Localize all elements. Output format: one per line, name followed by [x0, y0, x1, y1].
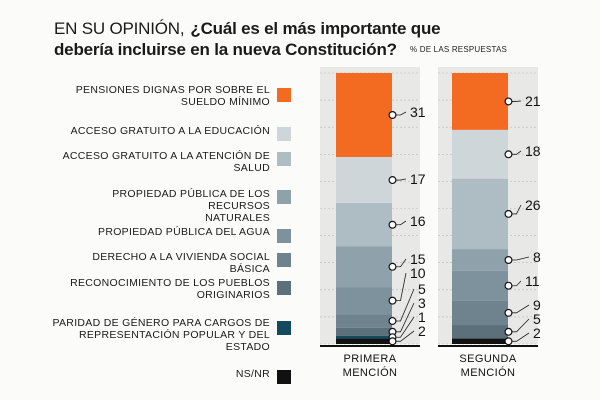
category-label: MENCIÓN [343, 366, 398, 379]
legend-label-line: ACCESO GRATUITO A LA EDUCACIÓN [70, 125, 270, 137]
value-label: 17 [410, 171, 426, 187]
legend-label-line: PARIDAD DE GÉNERO PARA CARGOS DE [52, 317, 270, 329]
label-dot [504, 281, 513, 290]
legend-swatch [277, 152, 291, 166]
value-label: 5 [533, 311, 541, 327]
bar-segment [336, 314, 392, 328]
bar-segment [452, 73, 508, 130]
bar-segment [452, 270, 508, 301]
legend-swatch [277, 88, 291, 102]
value-label: 10 [410, 265, 426, 281]
bar-segment [452, 178, 508, 250]
legend-label: DERECHO A LA VIVIENDA SOCIAL BÁSICA [50, 251, 270, 275]
label-dot [504, 97, 513, 106]
value-label: 9 [533, 297, 541, 313]
value-label: 26 [525, 197, 541, 213]
legend-swatch [277, 229, 291, 243]
bar-segment [452, 300, 508, 326]
legend-label-line: ESTADO [225, 341, 270, 353]
value-label: 21 [525, 93, 541, 109]
value-label: 5 [418, 281, 426, 297]
label-dot [388, 111, 397, 120]
legend-label-line: REPRESENTACIÓN POPULAR Y DEL [78, 329, 270, 341]
legend-swatch [277, 321, 291, 335]
legend-label-line: SUELDO MÍNIMO [180, 96, 270, 108]
value-label: 11 [525, 273, 540, 289]
legend-label-line: NS/NR [235, 368, 270, 380]
bar-segment [336, 335, 392, 339]
value-label: 1 [418, 309, 426, 325]
bar-segment [452, 325, 508, 339]
chart-title: EN SU OPINIÓN, ¿Cuál es el más importante… [54, 18, 484, 60]
label-dot [388, 176, 397, 185]
title-prefix: EN SU OPINIÓN, [54, 19, 185, 38]
legend-label-line: PROPIEDAD PÚBLICA DE LOS RECURSOS [112, 188, 270, 212]
bar-segment [336, 246, 392, 288]
label-dot [504, 308, 513, 317]
value-label: 3 [418, 295, 426, 311]
category-label: PRIMERA [344, 353, 397, 365]
legend-label-line: SALUD [233, 162, 270, 174]
legend-label: ACCESO GRATUITO A LA ATENCIÓN DE SALUD [50, 150, 270, 174]
label-dot [504, 150, 513, 159]
legend-label: PARIDAD DE GÉNERO PARA CARGOS DE REPRESEN… [50, 317, 270, 353]
label-dot [388, 296, 397, 305]
bar-segment [452, 338, 508, 344]
legend-swatch [277, 190, 291, 204]
bar-segment [336, 73, 392, 158]
legend-label-line: PENSIONES DIGNAS POR SOBRE EL [75, 84, 270, 96]
value-label: 18 [525, 143, 541, 159]
value-label: 2 [418, 323, 426, 339]
legend-label: RECONOCIMIENTO DE LOS PUEBLOS ORIGINARIOS [50, 277, 270, 301]
bar-segment [452, 249, 508, 271]
label-dot [388, 337, 397, 346]
axis-unit-label: % DE LAS RESPUESTAS [410, 45, 508, 54]
legend-label-line: PROPIEDAD PÚBLICA DEL AGUA [98, 226, 270, 238]
bar-segment [336, 338, 392, 344]
label-dot [388, 316, 397, 325]
value-label: 8 [533, 249, 541, 265]
value-label: 31 [410, 104, 426, 120]
legend-label-line: RECONOCIMIENTO DE LOS PUEBLOS [70, 277, 270, 289]
category-label: SEGUNDA [459, 353, 516, 365]
value-label: 15 [410, 251, 426, 267]
legend-label-line: ORIGINARIOS [196, 289, 270, 301]
bar-segment [336, 287, 392, 315]
bar-segment [452, 129, 508, 179]
legend-swatch [277, 253, 291, 267]
bar-segment [336, 203, 392, 247]
legend-label: PENSIONES DIGNAS POR SOBRE EL SUELDO MÍNI… [50, 84, 270, 108]
legend-label: ACCESO GRATUITO A LA EDUCACIÓN [50, 125, 270, 137]
label-dot [504, 327, 513, 336]
bar-segment [336, 157, 392, 204]
category-label: MENCIÓN [461, 366, 516, 379]
legend-label-line: ACCESO GRATUITO A LA ATENCIÓN DE [62, 150, 270, 162]
bar-segment [336, 327, 392, 336]
legend-swatch [277, 370, 291, 384]
label-dot [504, 209, 513, 218]
legend-label-line: DERECHO A LA VIVIENDA SOCIAL BÁSICA [92, 251, 270, 275]
title-main: ¿Cuál es el más importante que debería i… [54, 19, 441, 59]
label-dot [388, 220, 397, 229]
legend-swatch [277, 281, 291, 295]
label-dot [504, 337, 513, 346]
legend-label: PROPIEDAD PÚBLICA DE LOS RECURSOS NATURAL… [50, 188, 270, 224]
legend-swatch [277, 127, 291, 141]
value-label: 16 [410, 213, 426, 229]
value-label: 2 [533, 325, 541, 341]
legend-label: NS/NR [50, 368, 270, 380]
label-dot [388, 262, 397, 271]
legend-label-line: NATURALES [205, 212, 270, 224]
label-dot [504, 255, 513, 264]
legend-label: PROPIEDAD PÚBLICA DEL AGUA [50, 226, 270, 238]
